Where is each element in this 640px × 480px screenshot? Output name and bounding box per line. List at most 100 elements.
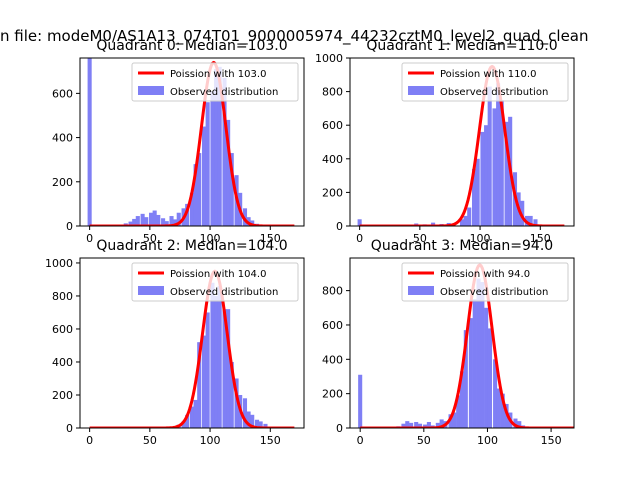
histogram-bar xyxy=(358,374,363,428)
subplot-2: 0 50 100 150 0 200 400 600 800 1000 Quadrant 2: Me… xyxy=(45,238,305,447)
histogram-bar xyxy=(459,371,465,428)
histogram-bar xyxy=(480,282,485,428)
axes-frame xyxy=(79,257,305,429)
y-tick-label: 400 xyxy=(322,353,343,366)
x-tick-label: 100 xyxy=(477,434,498,447)
histogram-bar xyxy=(528,215,533,226)
histogram-bar xyxy=(201,126,207,226)
x-tick-label: 50 xyxy=(143,434,157,447)
histogram-bar xyxy=(156,214,161,226)
x-tick-label: 150 xyxy=(530,232,551,245)
histogram-bar xyxy=(471,168,477,226)
histogram-bar xyxy=(128,221,133,226)
histogram-bar xyxy=(487,328,493,428)
histogram-bar xyxy=(189,406,195,428)
histogram-bar xyxy=(149,212,154,226)
histogram-bar xyxy=(357,219,362,226)
y-tick-label: 1000 xyxy=(45,257,73,270)
subplot-3: 0 50 100 150 0 200 400 600 800 Quadrant 3: Median… xyxy=(322,238,575,447)
legend-hist-swatch xyxy=(138,286,164,295)
histogram-bar xyxy=(135,216,140,226)
y-tick-label: 600 xyxy=(322,319,343,332)
histogram-bar xyxy=(487,86,492,226)
histogram-bar xyxy=(234,378,239,428)
histogram-bar xyxy=(87,58,92,226)
histogram-bar xyxy=(250,414,255,428)
legend-box xyxy=(131,262,299,302)
histogram-bar xyxy=(426,421,431,428)
histogram-bar xyxy=(513,418,518,428)
y-tick-label: 400 xyxy=(52,132,73,145)
histogram-bar xyxy=(229,153,234,226)
plot-area xyxy=(358,263,574,428)
histogram-bar xyxy=(205,102,210,226)
histogram-bar xyxy=(132,218,137,226)
legend-hist-label: Observed distribution xyxy=(440,287,548,298)
histogram-bar xyxy=(439,419,444,428)
histogram-bar xyxy=(456,395,461,428)
histogram-bar xyxy=(201,335,207,428)
histogram-bar xyxy=(463,330,468,428)
legend-hist-label: Observed distribution xyxy=(440,87,548,98)
histogram-bar xyxy=(173,219,178,226)
histogram-bar xyxy=(176,212,181,226)
histogram-bar xyxy=(214,69,219,226)
histogram-bar xyxy=(152,210,157,226)
y-tick-label: 400 xyxy=(52,356,73,369)
x-tick-label: 0 xyxy=(86,434,93,447)
subplot-title: Quadrant 3: Median=94.0 xyxy=(371,238,553,254)
y-tick-label: 200 xyxy=(52,389,73,402)
histogram-bar xyxy=(222,309,227,428)
histogram-bar xyxy=(499,100,504,226)
legend-line-label: Poission with 110.0 xyxy=(440,69,536,80)
axes-frame xyxy=(349,257,575,429)
x-tick-label: 100 xyxy=(200,434,221,447)
histogram-bar xyxy=(263,423,268,428)
histogram-bar xyxy=(185,203,190,226)
x-tick-label: 100 xyxy=(470,232,491,245)
axes-frame xyxy=(79,57,305,227)
histogram-bar xyxy=(197,153,202,226)
y-tick-label: 0 xyxy=(336,422,343,435)
histogram-bar xyxy=(533,219,538,226)
histogram-bar xyxy=(459,219,465,226)
histogram-bar xyxy=(214,295,219,428)
histogram-bar xyxy=(500,393,505,428)
histogram-bar xyxy=(193,399,198,428)
subplot-1: 0 50 100 150 0 200 400 600 800 1000 Quadrant 1: Me… xyxy=(315,38,575,245)
legend: Poission with 94.0 Observed distribution xyxy=(401,262,569,302)
legend-box xyxy=(401,262,569,302)
legend-line-label: Poission with 94.0 xyxy=(440,269,530,280)
histogram-bar xyxy=(467,207,472,226)
histogram-bar xyxy=(496,388,501,428)
x-tick-label: 50 xyxy=(413,232,427,245)
histogram-bar xyxy=(217,66,222,226)
histogram-bar xyxy=(205,312,210,428)
legend: Poission with 104.0 Observed distribution xyxy=(131,262,299,302)
legend-hist-label: Observed distribution xyxy=(170,287,278,298)
y-tick-label: 600 xyxy=(322,119,343,132)
histogram-bar xyxy=(484,125,489,226)
y-tick-label: 400 xyxy=(322,153,343,166)
x-tick-label: 150 xyxy=(260,232,281,245)
y-tick-label: 200 xyxy=(322,186,343,199)
legend: Poission with 110.0 Observed distribution xyxy=(401,62,569,102)
histogram-bar xyxy=(185,414,190,428)
x-tick-label: 50 xyxy=(417,434,431,447)
histogram-bar xyxy=(468,318,473,428)
y-tick-label: 200 xyxy=(52,176,73,189)
legend-line-label: Poission with 104.0 xyxy=(170,269,266,280)
histogram-bar xyxy=(423,424,428,428)
histogram-bar xyxy=(181,421,186,428)
histogram-bar xyxy=(197,342,202,428)
y-tick-label: 600 xyxy=(52,87,73,100)
histogram-bar xyxy=(409,422,414,428)
histogram-bar xyxy=(493,359,498,428)
axes-frame xyxy=(349,57,575,227)
subplot-title: Quadrant 2: Median=104.0 xyxy=(96,238,287,254)
x-tick-label: 100 xyxy=(200,232,221,245)
x-tick-label: 50 xyxy=(143,232,157,245)
histogram-bar xyxy=(431,222,436,226)
histogram-bar xyxy=(210,91,215,226)
histogram-bar xyxy=(140,213,145,226)
